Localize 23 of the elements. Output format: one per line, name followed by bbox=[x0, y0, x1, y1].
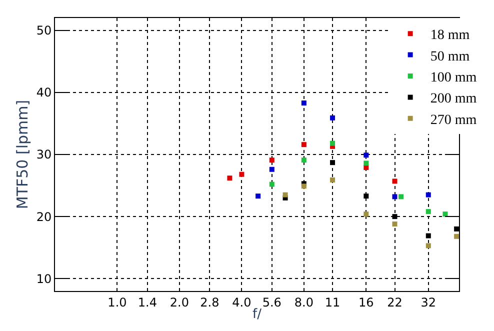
y-tick-label: 40 bbox=[36, 86, 52, 100]
x-tick-label: 1.0 bbox=[108, 295, 127, 310]
x-tick-label: 16 bbox=[358, 295, 374, 310]
legend-label: 200 mm bbox=[430, 92, 477, 107]
x-tick-label: 32 bbox=[420, 295, 436, 310]
x-tick-label: 5.6 bbox=[262, 295, 282, 310]
y-tick-label: 50 bbox=[36, 24, 52, 38]
y-tick-label: 10 bbox=[36, 272, 52, 286]
legend-label: 18 mm bbox=[430, 28, 470, 44]
x-axis-title: f/ bbox=[252, 307, 262, 322]
x-tick-label: 2.8 bbox=[200, 295, 220, 310]
x-tick-label: 4.0 bbox=[232, 295, 252, 310]
x-tick-label: 11 bbox=[324, 295, 340, 310]
x-tick-label: 8.0 bbox=[294, 295, 314, 310]
x-tick-label: 1.4 bbox=[138, 295, 157, 310]
legend-label: 50 mm bbox=[430, 49, 470, 64]
x-tick-label: 22 bbox=[387, 295, 402, 310]
y-tick-label: 30 bbox=[36, 148, 52, 162]
legend-label: 100 mm bbox=[430, 70, 477, 86]
x-tick-label: 2.0 bbox=[170, 295, 190, 310]
y-axis-title: MTF50 [lpmm] bbox=[14, 100, 32, 210]
legend-label: 270 mm bbox=[430, 112, 477, 128]
y-tick-label: 20 bbox=[36, 210, 52, 224]
